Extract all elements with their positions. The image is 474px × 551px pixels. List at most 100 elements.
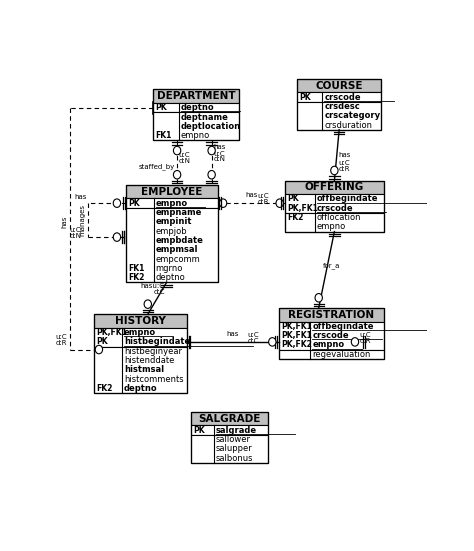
Text: DEPARTMENT: DEPARTMENT: [157, 91, 236, 101]
Circle shape: [219, 199, 227, 207]
Text: empinit: empinit: [155, 217, 192, 226]
Text: salupper: salupper: [216, 444, 253, 453]
Text: PK: PK: [128, 199, 140, 208]
Bar: [285, 213, 383, 231]
Text: salgrade: salgrade: [216, 425, 257, 435]
Text: PK,FK2: PK,FK2: [281, 341, 312, 349]
Text: PK: PK: [96, 337, 108, 347]
Text: histmsal: histmsal: [124, 365, 164, 374]
Text: has: has: [214, 144, 226, 150]
Text: u:C: u:C: [248, 332, 259, 338]
Bar: [94, 347, 187, 393]
Bar: [153, 89, 239, 141]
Circle shape: [95, 345, 102, 354]
Text: d:C: d:C: [248, 338, 259, 344]
Text: histbeginyear: histbeginyear: [124, 347, 182, 356]
Text: deptno: deptno: [181, 103, 214, 112]
Text: empno: empno: [124, 328, 156, 337]
Text: histbegindate: histbegindate: [124, 337, 190, 347]
Text: u:C: u:C: [339, 160, 350, 165]
Text: salbonus: salbonus: [216, 453, 253, 463]
Bar: [153, 103, 239, 112]
Text: u:C: u:C: [360, 332, 371, 338]
Text: offbegindate: offbegindate: [312, 322, 374, 331]
Text: has: has: [339, 152, 351, 158]
Text: d:N: d:N: [69, 233, 82, 239]
Text: d:R: d:R: [258, 199, 269, 205]
Text: manages: manages: [80, 204, 86, 236]
Text: u:C: u:C: [214, 150, 226, 156]
Text: empno: empno: [181, 131, 210, 140]
Text: deptname: deptname: [181, 112, 228, 122]
Text: PK: PK: [287, 195, 299, 203]
Circle shape: [208, 170, 215, 179]
Text: empno: empno: [155, 199, 188, 208]
Text: d:C: d:C: [153, 289, 164, 295]
Circle shape: [113, 199, 120, 207]
Text: has: has: [227, 331, 239, 337]
Text: deptlocation: deptlocation: [181, 122, 241, 131]
Text: crscategory: crscategory: [324, 111, 380, 120]
Bar: [191, 412, 268, 463]
Text: empno: empno: [312, 341, 344, 349]
Text: PK,FK1: PK,FK1: [96, 328, 127, 337]
Circle shape: [173, 170, 181, 179]
Text: crsdesc: crsdesc: [324, 102, 360, 111]
Text: mgrno: mgrno: [155, 264, 183, 273]
Bar: [279, 322, 383, 349]
Text: PK: PK: [193, 425, 205, 435]
Text: empno: empno: [317, 223, 346, 231]
Circle shape: [113, 233, 120, 241]
Bar: [127, 198, 218, 208]
Text: d:R: d:R: [339, 166, 350, 172]
Bar: [279, 308, 383, 359]
Circle shape: [208, 147, 215, 155]
Bar: [127, 185, 218, 283]
Bar: [279, 349, 383, 359]
Bar: [153, 112, 239, 141]
Text: empbdate: empbdate: [155, 236, 203, 245]
Text: FK2: FK2: [96, 384, 113, 393]
Text: COURSE: COURSE: [315, 80, 363, 90]
Text: crscode: crscode: [317, 204, 353, 213]
Text: deptno: deptno: [155, 273, 185, 282]
Text: has: has: [74, 194, 86, 200]
Text: hasu:C: hasu:C: [141, 283, 164, 289]
Bar: [297, 93, 381, 102]
Text: u:C: u:C: [56, 334, 67, 340]
Text: crsduration: crsduration: [324, 121, 372, 129]
Text: PK,FK1: PK,FK1: [281, 322, 312, 331]
Bar: [285, 181, 383, 231]
Text: PK: PK: [155, 103, 167, 112]
Bar: [279, 308, 383, 322]
Circle shape: [173, 147, 181, 155]
Text: offlocation: offlocation: [317, 213, 361, 222]
Text: crscode: crscode: [324, 93, 361, 101]
Text: histenddate: histenddate: [124, 356, 174, 365]
Text: empname: empname: [155, 208, 202, 217]
Text: PK,FK1: PK,FK1: [281, 331, 312, 340]
Text: has: has: [245, 192, 257, 198]
Text: for_a: for_a: [322, 263, 340, 269]
Text: deptno: deptno: [124, 384, 157, 393]
Bar: [191, 412, 268, 425]
Text: offbegindate: offbegindate: [317, 195, 378, 203]
Bar: [297, 79, 381, 130]
Text: PK: PK: [300, 93, 311, 101]
Text: HISTORY: HISTORY: [115, 316, 166, 326]
Text: staffed_by: staffed_by: [139, 163, 175, 170]
Bar: [297, 102, 381, 130]
Text: u:C: u:C: [258, 193, 269, 199]
Circle shape: [351, 338, 359, 346]
Bar: [285, 195, 383, 213]
Circle shape: [315, 294, 322, 302]
Text: d:R: d:R: [360, 338, 371, 344]
Text: FK2: FK2: [287, 213, 304, 222]
Circle shape: [276, 199, 283, 207]
Text: empcomm: empcomm: [155, 255, 201, 264]
Bar: [127, 208, 218, 283]
Text: PK,FK1: PK,FK1: [287, 204, 318, 213]
Bar: [297, 79, 381, 93]
Circle shape: [144, 300, 152, 309]
Text: SALGRADE: SALGRADE: [198, 414, 261, 424]
